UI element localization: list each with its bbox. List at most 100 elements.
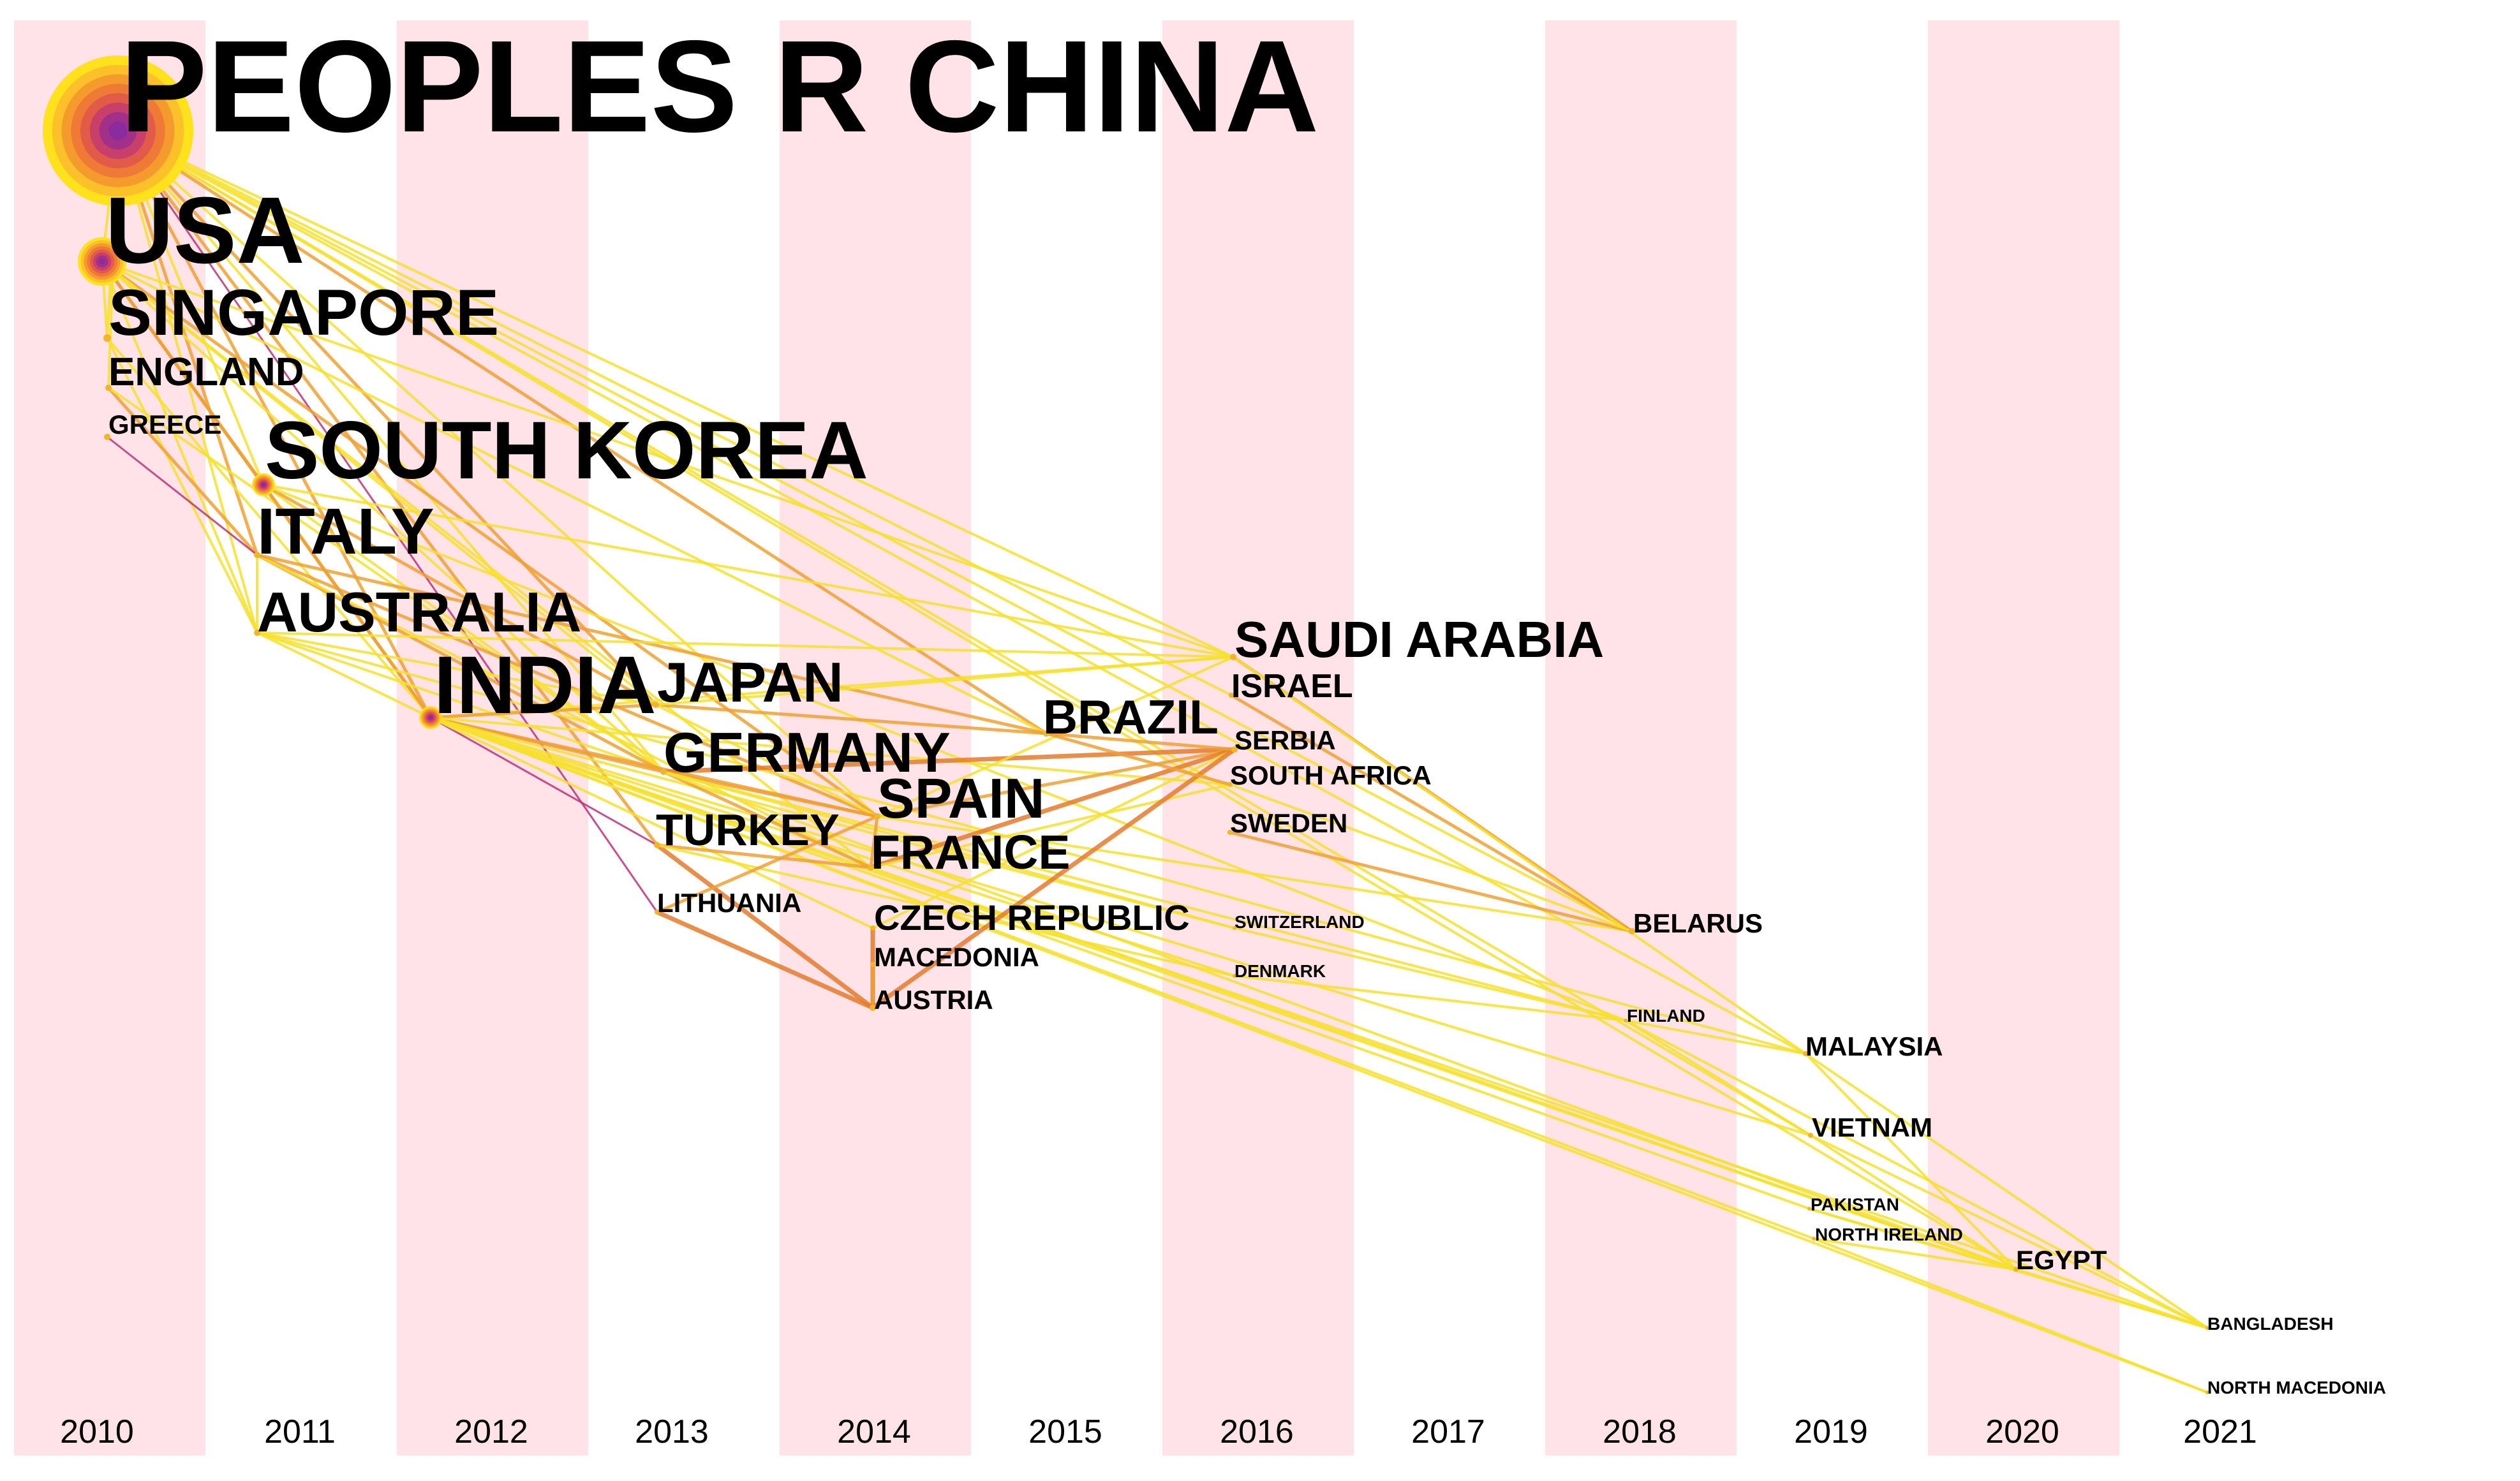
node-germany[interactable]: [660, 769, 667, 775]
node-saudi[interactable]: [1230, 654, 1236, 660]
country-label-japan: JAPAN: [657, 651, 843, 714]
node-southafrica[interactable]: [1227, 782, 1233, 787]
link-finland-vietnam: [1624, 1019, 1812, 1137]
link-china-germany: [117, 129, 665, 773]
link-singapore-australia: [106, 337, 258, 634]
country-label-southkorea: SOUTH KOREA: [265, 405, 868, 496]
link-india-southafrica: [429, 716, 1231, 786]
link-usa-australia: [101, 260, 258, 634]
country-label-saudi: SAUDI ARABIA: [1234, 611, 1604, 668]
country-label-singapore: SINGAPORE: [108, 276, 499, 349]
node-usa[interactable]: [78, 237, 126, 286]
country-label-serbia: SERBIA: [1234, 725, 1336, 755]
country-label-vietnam: VIETNAM: [1812, 1112, 1932, 1142]
node-northmacedonia[interactable]: [2205, 1390, 2209, 1394]
country-label-lithuania: LITHUANIA: [657, 888, 801, 918]
link-greece-italy: [106, 436, 258, 556]
link-france-southafrica: [870, 783, 1231, 869]
link-australia-india: [256, 631, 432, 719]
country-label-australia: AUSTRALIA: [257, 580, 581, 644]
node-turkey[interactable]: [654, 842, 660, 848]
node-australia[interactable]: [254, 630, 260, 636]
country-label-china: PEOPLES R CHINA: [120, 13, 1319, 159]
country-label-northireland: NORTH IRELAND: [1815, 1225, 1963, 1244]
node-czech[interactable]: [870, 925, 875, 931]
link-vietnam-bangladesh: [1809, 1134, 2209, 1329]
node-china[interactable]: [43, 55, 193, 206]
node-france[interactable]: [868, 864, 874, 871]
link-brazil-serbia: [1044, 732, 1236, 751]
link-usa-saudi: [101, 260, 1234, 658]
link-india-switzerland: [429, 716, 1236, 929]
node-macedonia[interactable]: [870, 962, 875, 967]
link-spain-france: [869, 814, 879, 869]
year-label-2014: 2014: [837, 1413, 911, 1450]
node-brazil[interactable]: [1043, 730, 1049, 737]
year-label-2018: 2018: [1603, 1413, 1677, 1450]
node-austria[interactable]: [870, 1005, 876, 1011]
country-label-bangladesh: BANGLADESH: [2207, 1314, 2334, 1334]
link-china-vietnam: [117, 129, 1812, 1137]
node-denmark[interactable]: [1233, 974, 1236, 978]
node-japan[interactable]: [653, 702, 659, 708]
link-australia-malaysia: [256, 631, 1807, 1055]
country-label-turkey: TURKEY: [656, 805, 840, 855]
year-label-2021: 2021: [2183, 1413, 2257, 1450]
country-label-pakistan: PAKISTAN: [1811, 1195, 1899, 1214]
link-southafrica-belarus: [1229, 783, 1633, 932]
link-india-pakistan: [429, 716, 1811, 1210]
year-axis: 2010 2011 2012 2013 2014 2015 2016 2017 2018 2019…: [60, 1413, 2257, 1450]
node-belarus[interactable]: [1629, 928, 1635, 934]
link-southkorea-japan: [262, 483, 658, 707]
country-label-sweden: SWEDEN: [1230, 808, 1347, 838]
country-label-england: ENGLAND: [108, 350, 304, 394]
link-china-malaysia: [117, 129, 1807, 1055]
node-india[interactable]: [419, 706, 442, 729]
country-label-belarus: BELARUS: [1633, 908, 1763, 938]
link-sweden-belarus: [1228, 830, 1634, 933]
node-israel[interactable]: [1229, 693, 1234, 698]
node-lithuania[interactable]: [655, 910, 660, 915]
node-northireland[interactable]: [1812, 1237, 1816, 1241]
node-egypt[interactable]: [2013, 1267, 2019, 1272]
node-serbia[interactable]: [1231, 746, 1238, 753]
country-label-germany: GERMANY: [663, 721, 951, 784]
country-label-greece: GREECE: [108, 409, 221, 439]
link-england-italy: [107, 386, 259, 557]
link-germany-egypt: [662, 770, 2017, 1271]
country-label-france: FRANCE: [871, 825, 1071, 879]
link-vietnam-egypt: [1809, 1134, 2017, 1271]
node-switzerland[interactable]: [1233, 926, 1236, 930]
link-israel-belarus: [1229, 693, 1634, 933]
node-vietnam[interactable]: [1808, 1133, 1813, 1138]
country-label-denmark: DENMARK: [1234, 961, 1326, 981]
link-lithuania-spain: [655, 814, 879, 914]
country-label-malaysia: MALAYSIA: [1805, 1031, 1943, 1061]
link-india-northireland: [429, 716, 1815, 1240]
node-spain[interactable]: [874, 813, 880, 820]
node-singapore[interactable]: [103, 334, 111, 342]
link-usa-brazil: [101, 260, 1048, 735]
link-india-czech: [429, 716, 874, 929]
country-label-southafrica: SOUTH AFRICA: [1230, 760, 1432, 790]
year-label-2011: 2011: [264, 1413, 336, 1450]
node-finland[interactable]: [1624, 1019, 1627, 1022]
link-germany-spain: [662, 770, 879, 818]
link-southkorea-saudi: [262, 483, 1234, 658]
link-australia-germany: [256, 631, 665, 773]
country-label-usa: USA: [105, 178, 304, 283]
country-label-brazil: BRAZIL: [1043, 690, 1219, 744]
node-southkorea[interactable]: [252, 473, 275, 496]
node-sweden[interactable]: [1227, 830, 1233, 835]
node-malaysia[interactable]: [1803, 1051, 1808, 1056]
node-england[interactable]: [105, 385, 112, 391]
year-label-2017: 2017: [1411, 1413, 1485, 1450]
node-italy[interactable]: [254, 552, 260, 558]
node-pakistan[interactable]: [1807, 1207, 1811, 1211]
link-germany-finland: [662, 770, 1627, 1022]
year-label-2015: 2015: [1028, 1413, 1102, 1450]
node-greece[interactable]: [104, 434, 110, 440]
node-bangladesh[interactable]: [2205, 1326, 2209, 1330]
